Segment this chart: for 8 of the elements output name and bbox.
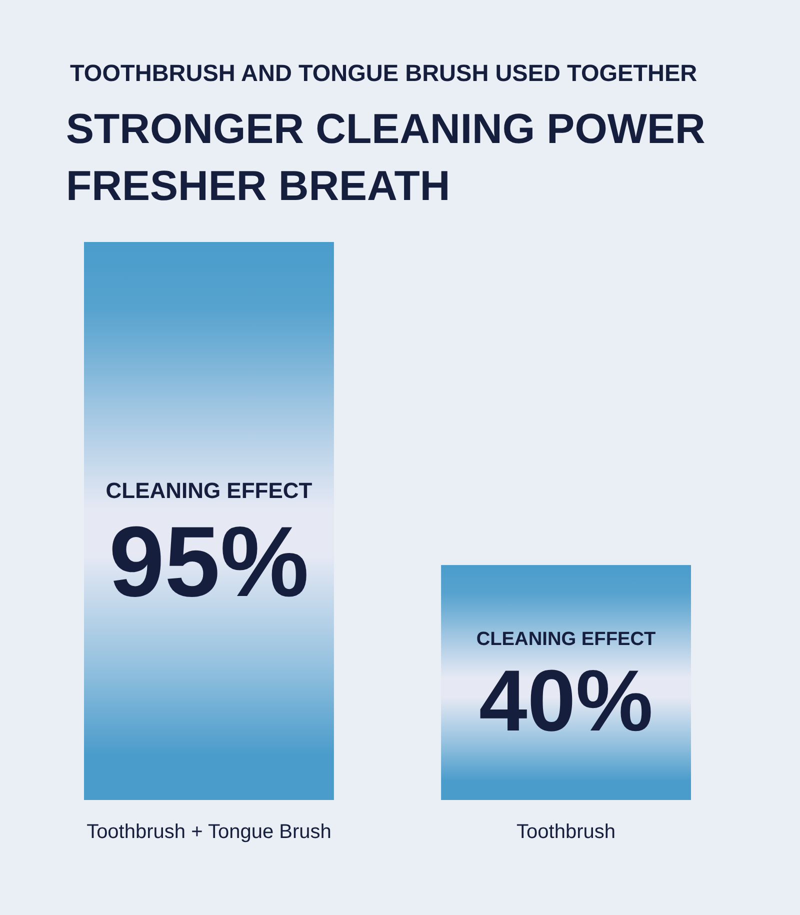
data-label: 95%	[108, 506, 310, 618]
data-label: 40%	[479, 652, 654, 750]
chart-title: STRONGER CLEANING POWER FRESHER BREATH	[66, 105, 706, 209]
x-tick-label: Toothbrush	[516, 821, 616, 843]
annotation: CLEANING EFFECT	[476, 629, 656, 650]
x-tick-label: Toothbrush + Tongue Brush	[86, 821, 332, 843]
annotation: CLEANING EFFECT	[106, 478, 313, 503]
chart-subtitle: TOOTHBRUSH AND TONGUE BRUSH USED TOGETHER	[70, 60, 698, 86]
